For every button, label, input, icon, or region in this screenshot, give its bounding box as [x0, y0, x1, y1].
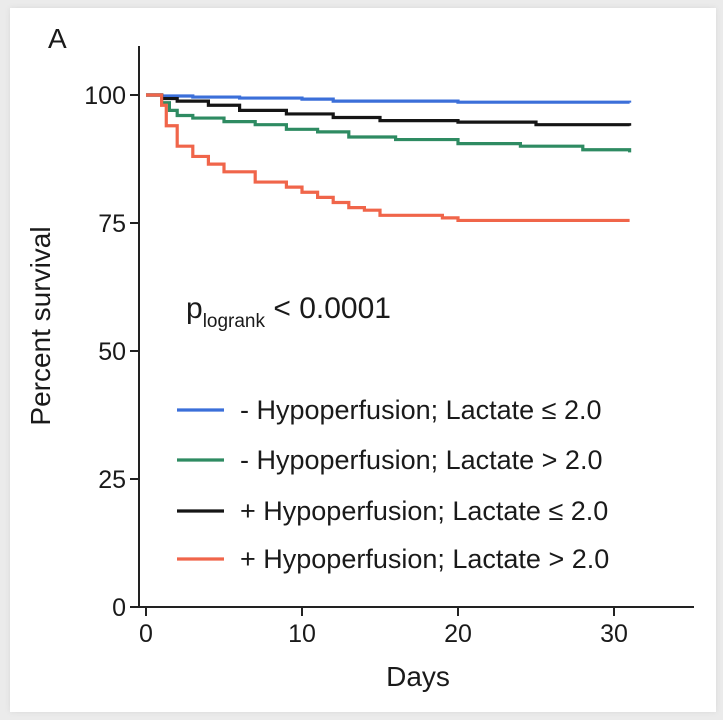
axes	[138, 46, 694, 608]
legend-label: - Hypoperfusion; Lactate ≤ 2.0	[240, 395, 602, 425]
series-line-4	[146, 93, 630, 223]
x-axis-title: Days	[386, 661, 450, 692]
y-tick-label: 0	[112, 594, 126, 622]
x-tick-label: 10	[288, 620, 316, 648]
x-tick-label: 0	[139, 620, 153, 648]
logrank-p-value: plogrank < 0.0001	[186, 292, 391, 332]
x-tick-label: 20	[444, 620, 472, 648]
panel-label: A	[48, 23, 67, 54]
series-line-3	[146, 93, 632, 127]
series-line-2	[146, 93, 632, 153]
y-tick-label: 50	[98, 338, 126, 366]
y-tick-label: 100	[84, 82, 126, 110]
legend: - Hypoperfusion; Lactate ≤ 2.0 - Hypoperf…	[177, 395, 609, 574]
p-symbol: p	[186, 292, 203, 325]
p-value: < 0.0001	[265, 292, 391, 325]
survival-curves	[146, 93, 632, 223]
ticks: 0 25 50 75 100 0 10 20 30	[84, 82, 628, 648]
p-subscript: logrank	[203, 311, 266, 332]
y-tick-label: 25	[98, 466, 126, 494]
series-line-1	[146, 93, 632, 104]
legend-label: - Hypoperfusion; Lactate > 2.0	[240, 445, 602, 475]
y-axis-title: Percent survival	[25, 226, 56, 425]
legend-label: + Hypoperfusion; Lactate ≤ 2.0	[240, 496, 608, 526]
x-tick-label: 30	[600, 620, 628, 648]
legend-label: + Hypoperfusion; Lactate > 2.0	[240, 544, 609, 574]
y-tick-label: 75	[98, 210, 126, 238]
